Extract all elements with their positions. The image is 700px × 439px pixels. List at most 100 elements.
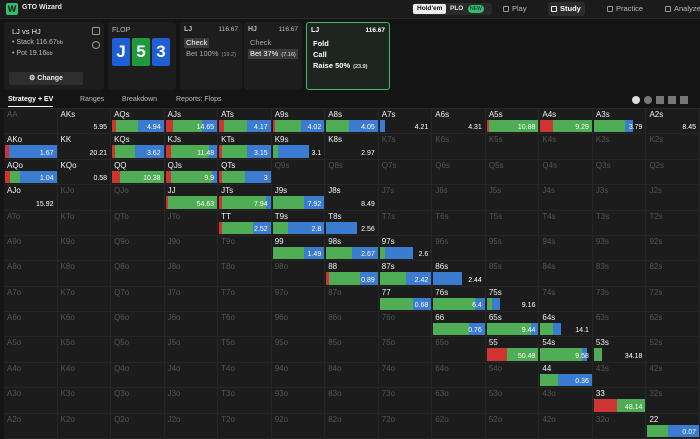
mode-plo[interactable]: PLO xyxy=(450,5,464,12)
hand-cell[interactable]: 54o xyxy=(485,362,540,389)
hand-cell[interactable]: ATo xyxy=(4,210,58,236)
action-option[interactable]: Fold xyxy=(311,39,331,49)
hand-cell[interactable]: A7o xyxy=(4,286,58,313)
hand-cell[interactable]: K6o xyxy=(57,312,112,338)
hand-cell[interactable]: 44 0.36 xyxy=(539,362,593,389)
edit-icon[interactable] xyxy=(92,27,100,35)
hand-cell[interactable]: J3s xyxy=(592,185,647,211)
hand-cell[interactable]: AQs 4.94 xyxy=(111,109,165,135)
hand-cell[interactable]: Q5o xyxy=(111,337,165,363)
hand-cell[interactable]: 93o xyxy=(271,388,326,414)
hand-cell[interactable]: 64o xyxy=(432,362,486,389)
hand-cell[interactable]: J2o xyxy=(164,413,219,439)
hand-cell[interactable]: 86s 2.44 xyxy=(432,261,486,287)
hand-cell[interactable]: TT 2.52 xyxy=(218,210,272,236)
view-icon[interactable] xyxy=(668,96,676,104)
logo[interactable]: W xyxy=(6,3,18,15)
hand-cell[interactable]: T3s xyxy=(592,210,647,236)
hand-cell[interactable]: J4o xyxy=(164,362,219,389)
hand-cell[interactable]: 65s 9.44 xyxy=(485,312,540,338)
hand-cell[interactable]: T6s xyxy=(432,210,486,236)
hand-cell[interactable]: KQo 0.58 xyxy=(57,159,112,186)
hand-cell[interactable]: Q6s xyxy=(432,159,486,186)
hand-cell[interactable]: J8o xyxy=(164,261,219,287)
tab[interactable]: Breakdown xyxy=(122,96,158,103)
hand-cell[interactable]: A8o xyxy=(4,261,58,287)
hand-cell[interactable]: A2s 8.45 xyxy=(646,109,700,135)
hand-cell[interactable]: Q3s xyxy=(592,159,647,186)
hand-cell[interactable]: 98o xyxy=(271,261,326,287)
hand-cell[interactable]: 97o xyxy=(271,286,326,313)
hand-cell[interactable]: T4o xyxy=(218,362,272,389)
hand-cell[interactable]: 85s xyxy=(485,261,540,287)
hand-cell[interactable]: 43o xyxy=(539,388,593,414)
hand-cell[interactable]: 84s xyxy=(539,261,593,287)
action-option[interactable]: Raise 50% (23.9) xyxy=(311,61,369,71)
hand-cell[interactable]: 87s 2.42 xyxy=(378,261,433,287)
hand-cell[interactable]: 52s xyxy=(646,337,700,363)
hand-cell[interactable]: 74o xyxy=(378,362,433,389)
hand-cell[interactable]: K9s 3.1 xyxy=(271,134,326,160)
hand-cell[interactable]: 96s xyxy=(432,235,486,262)
hand-cell[interactable]: J9o xyxy=(164,235,219,262)
hand-cell[interactable]: T2s xyxy=(646,210,700,236)
hand-cell[interactable]: 52o xyxy=(485,413,540,439)
hand-cell[interactable]: T8o xyxy=(218,261,272,287)
nav-item[interactable]: Analyze xyxy=(662,2,700,16)
hand-cell[interactable]: AQo 1.04 xyxy=(4,159,58,186)
hand-cell[interactable]: 77 0.68 xyxy=(378,286,433,313)
hand-cell[interactable]: T8s 2.56 xyxy=(325,210,379,236)
hand-cell[interactable]: 32s xyxy=(646,388,700,414)
hand-cell[interactable]: 82o xyxy=(325,413,379,439)
hand-cell[interactable]: K5o xyxy=(57,337,112,363)
hand-cell[interactable]: 93s xyxy=(592,235,647,262)
hand-cell[interactable]: A5s 10.88 xyxy=(485,109,540,135)
hand-cell[interactable]: Q8s xyxy=(325,159,379,186)
action-option[interactable]: Check xyxy=(184,38,210,48)
hand-cell[interactable]: 74s xyxy=(539,286,593,313)
hand-cell[interactable]: J5s xyxy=(485,185,540,211)
hand-cell[interactable]: 62o xyxy=(432,413,486,439)
hand-cell[interactable]: 42s xyxy=(646,362,700,389)
action-option[interactable]: Check xyxy=(248,38,273,48)
action-column[interactable]: LJ 116.67 Check Bet 100% (19.2) xyxy=(180,22,242,90)
hand-cell[interactable]: T9s 2.8 xyxy=(271,210,326,236)
hand-cell[interactable]: 42o xyxy=(539,413,593,439)
hand-cell[interactable]: J8s 8.49 xyxy=(325,185,379,211)
hand-cell[interactable]: 84o xyxy=(325,362,379,389)
hand-cell[interactable]: J2s xyxy=(646,185,700,211)
hand-cell[interactable]: J6s xyxy=(432,185,486,211)
hand-cell[interactable]: 75s 9.16 xyxy=(485,286,540,313)
hand-cell[interactable]: A6s 4.31 xyxy=(432,109,486,135)
hand-cell[interactable]: A4s 9.29 xyxy=(539,109,593,135)
tab[interactable]: Reports: Flops xyxy=(176,96,222,103)
hand-cell[interactable]: J5o xyxy=(164,337,219,363)
hand-cell[interactable]: A9o xyxy=(4,235,58,262)
hand-cell[interactable]: T4s xyxy=(539,210,593,236)
hand-cell[interactable]: Q4s xyxy=(539,159,593,186)
hand-cell[interactable]: K5s xyxy=(485,134,540,160)
hand-cell[interactable]: J6o xyxy=(164,312,219,338)
hand-cell[interactable]: 98s 2.67 xyxy=(325,235,379,262)
hand-cell[interactable]: AJo 15.92 xyxy=(4,185,58,211)
hand-cell[interactable]: JTs 7.94 xyxy=(218,185,272,211)
hand-cell[interactable]: 64s 14.1 xyxy=(539,312,593,338)
hand-cell[interactable]: K4s xyxy=(539,134,593,160)
tab[interactable]: Ranges xyxy=(80,96,105,103)
hand-cell[interactable]: KJs 11.48 xyxy=(164,134,219,160)
hand-cell[interactable]: Q9s xyxy=(271,159,326,186)
hand-cell[interactable]: 63s xyxy=(592,312,647,338)
hand-cell[interactable]: J3o xyxy=(164,388,219,414)
hand-cell[interactable]: 83s xyxy=(592,261,647,287)
hand-cell[interactable]: T6o xyxy=(218,312,272,338)
hand-cell[interactable]: AKo 1.67 xyxy=(4,134,58,160)
view-icon[interactable] xyxy=(632,96,640,104)
hand-cell[interactable]: KJo xyxy=(57,185,112,211)
hand-cell[interactable]: 32o xyxy=(592,413,647,439)
hand-cell[interactable]: K7s xyxy=(378,134,433,160)
hand-cell[interactable]: 53o xyxy=(485,388,540,414)
view-icon[interactable] xyxy=(680,96,688,104)
hand-cell[interactable]: 72s xyxy=(646,286,700,313)
view-icon[interactable] xyxy=(644,96,652,104)
hand-cell[interactable]: 73o xyxy=(378,388,433,414)
